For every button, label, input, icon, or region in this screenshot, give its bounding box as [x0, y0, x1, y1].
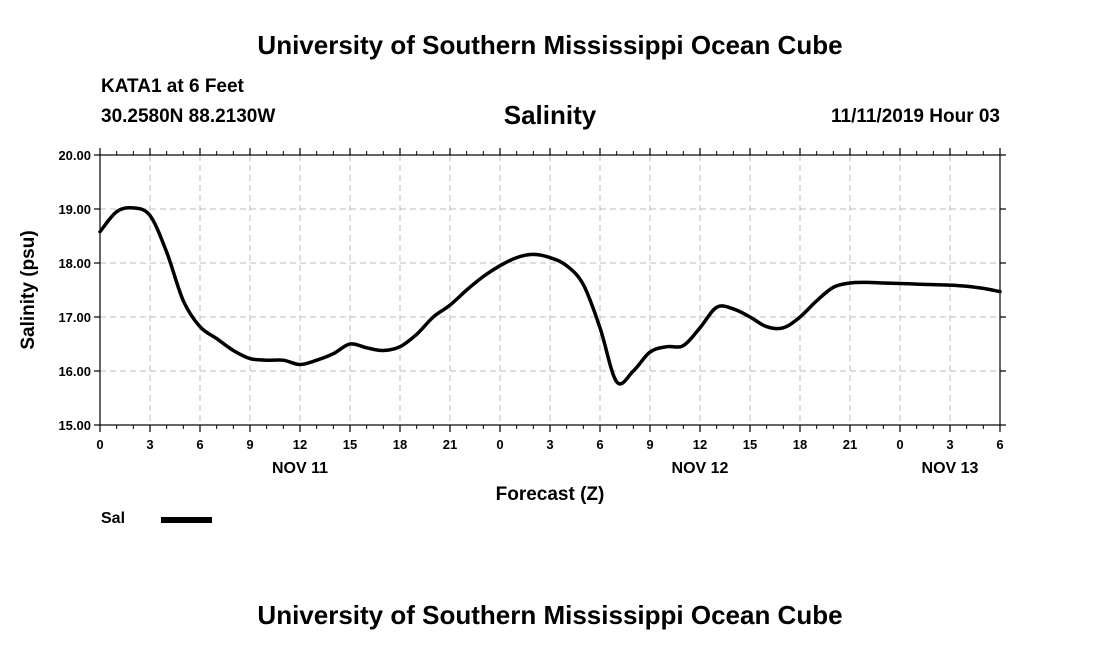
y-tick-label: 20.00: [58, 148, 91, 163]
series-layer: [98, 205, 1002, 386]
grid-lines: [100, 155, 1000, 425]
legend-series-swatch: [161, 517, 212, 523]
y-tick-label: 16.00: [58, 364, 91, 379]
x-day-label: NOV 12: [672, 460, 729, 477]
x-tick-label: 3: [146, 437, 153, 452]
x-tick-label: 9: [646, 437, 653, 452]
x-tick-label: 18: [793, 437, 807, 452]
axis-ticks: [94, 148, 1006, 432]
y-tick-label: 15.00: [58, 418, 91, 433]
y-tick-label: 17.00: [58, 310, 91, 325]
x-tick-label: 15: [343, 437, 357, 452]
x-tick-label: 9: [246, 437, 253, 452]
station-label: KATA1 at 6 Feet: [101, 76, 244, 97]
forecast-datetime: 11/11/2019 Hour 03: [830, 106, 1000, 127]
legend-series-label: Sal: [101, 510, 126, 527]
location-coordinates: 30.2580N 88.2130W: [101, 106, 276, 127]
x-tick-label: 15: [743, 437, 757, 452]
series-line-sal: [98, 205, 1002, 386]
x-day-label: NOV 11: [272, 460, 328, 477]
x-tick-label: 3: [546, 437, 553, 452]
y-tick-label: 19.00: [58, 202, 91, 217]
x-axis-label: Forecast (Z): [496, 484, 605, 505]
x-tick-label: 12: [693, 437, 707, 452]
x-tick-label: 0: [496, 437, 503, 452]
x-day-label: NOV 13: [922, 460, 979, 477]
chart-title: Salinity: [503, 100, 597, 130]
y-tick-label: 18.00: [58, 256, 91, 271]
footer-title: University of Southern Mississippi Ocean…: [257, 600, 843, 630]
x-tick-label: 6: [196, 437, 203, 452]
x-tick-label: 21: [843, 437, 857, 452]
x-tick-label: 0: [896, 437, 903, 452]
tick-labels: 15.00 16.00 17.00 18.00 19.00 20.00 0 3 6 9 12 15 18…: [58, 148, 1003, 477]
x-tick-label: 12: [293, 437, 307, 452]
y-axis-label: Salinity (psu): [18, 230, 39, 349]
x-tick-label: 0: [96, 437, 103, 452]
x-tick-label: 6: [596, 437, 603, 452]
x-tick-label: 21: [443, 437, 457, 452]
x-tick-label: 6: [996, 437, 1003, 452]
x-tick-label: 3: [946, 437, 953, 452]
page-title: University of Southern Mississippi Ocean…: [257, 30, 843, 60]
x-tick-label: 18: [393, 437, 407, 452]
